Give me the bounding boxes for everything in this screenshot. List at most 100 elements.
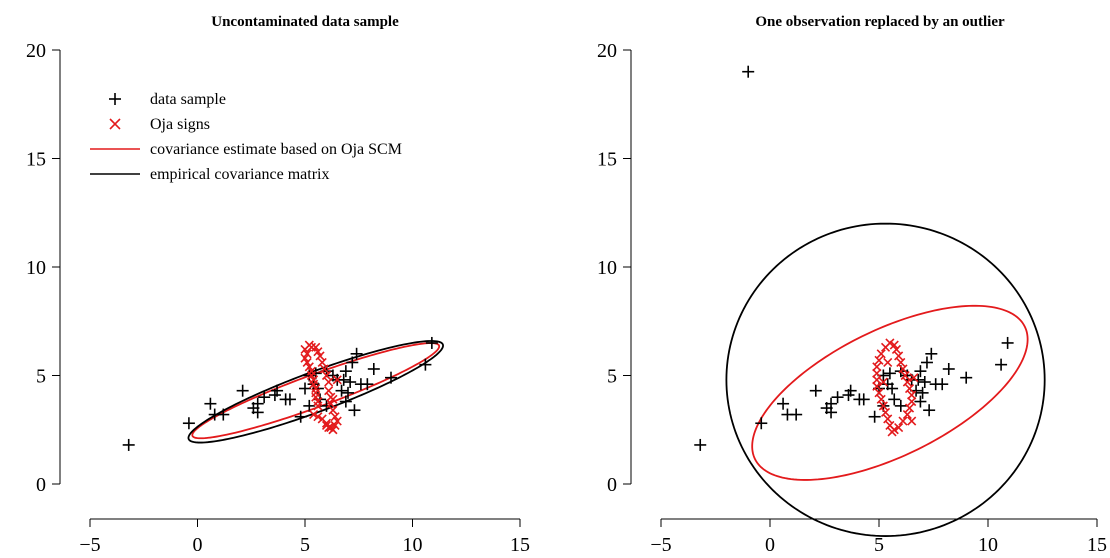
data-point <box>367 362 380 375</box>
legend-item: covariance estimate based on Oja SCM <box>90 141 402 158</box>
oja-sign-point <box>304 362 314 372</box>
oja-sign-point <box>328 394 338 404</box>
data-point <box>385 371 397 384</box>
y-tick-label: 0 <box>607 474 617 496</box>
oja-sign-point <box>321 420 332 430</box>
data-point <box>857 393 870 406</box>
oja-sign-point <box>306 370 317 381</box>
oja-sign-point <box>332 375 342 385</box>
data-point <box>868 410 881 423</box>
oja-sign-point <box>904 383 915 394</box>
x-tick-label: 5 <box>874 534 884 556</box>
data-point <box>342 386 354 399</box>
data-point <box>844 384 857 397</box>
data-point <box>809 384 822 397</box>
oja-sign-point <box>907 396 917 407</box>
x-tick-label: −5 <box>79 534 100 556</box>
data-point <box>742 65 755 78</box>
oja-sign-point <box>880 407 891 417</box>
left-ticks: −5 0 5 10 15 0 5 10 15 20 <box>26 40 530 556</box>
data-point <box>920 356 933 369</box>
data-point <box>419 358 432 371</box>
data-point <box>344 376 357 389</box>
oja-sign-point <box>872 362 882 372</box>
data-point <box>182 417 195 430</box>
oja-sign-point <box>898 364 908 374</box>
oja-sign-point <box>907 416 917 426</box>
oja-sign-point <box>309 409 319 420</box>
data-point <box>337 373 350 386</box>
legend-item: Oja signs <box>109 116 210 133</box>
x-tick-label: 15 <box>1087 534 1107 556</box>
y-tick-label: 20 <box>597 40 617 62</box>
legend-label: empirical covariance matrix <box>150 166 329 183</box>
data-point <box>942 362 955 375</box>
empirical-covariance-ellipse <box>187 340 444 444</box>
data-point <box>960 371 973 384</box>
data-point <box>271 384 284 397</box>
oja-sign-point <box>902 409 912 420</box>
oja-sign-point <box>883 357 893 368</box>
data-point <box>335 384 348 397</box>
left-ellipses <box>187 340 444 444</box>
right-points <box>694 65 1014 451</box>
data-point <box>217 408 230 421</box>
oja-sign-point <box>883 414 893 424</box>
oja-sign-point <box>876 394 886 404</box>
y-tick-label: 10 <box>597 257 617 279</box>
oja-sign-point <box>878 377 888 387</box>
right-ticks: −5 0 5 10 15 0 5 10 15 20 <box>597 40 1107 556</box>
oja-sign-point <box>319 364 329 374</box>
data-point <box>299 382 311 395</box>
oja-sign-point <box>874 355 884 365</box>
data-point <box>883 367 896 380</box>
empirical-covariance-ellipse <box>725 222 1046 537</box>
data-point <box>912 373 925 386</box>
data-point <box>236 384 249 397</box>
data-point <box>251 397 264 410</box>
data-point <box>914 395 927 408</box>
oja-sign-point <box>326 399 336 409</box>
oja-sign-point <box>315 351 325 361</box>
data-point <box>294 410 307 423</box>
oja-sign-point <box>330 412 340 422</box>
x-tick-label: 15 <box>510 534 530 556</box>
y-tick-label: 5 <box>36 366 46 388</box>
oja-sign-point <box>880 342 891 352</box>
left-points <box>122 336 438 451</box>
data-point <box>339 365 352 378</box>
data-point <box>320 399 333 412</box>
oja-sign-point <box>889 340 899 350</box>
oja-sign-point <box>872 375 882 385</box>
oja-sign-point <box>874 388 884 398</box>
oja-sign-point <box>898 416 908 426</box>
oja-sign-point <box>302 357 312 368</box>
data-point <box>886 382 899 395</box>
data-point <box>825 397 838 410</box>
oja-sign-point <box>902 377 912 387</box>
data-point <box>894 399 907 412</box>
data-point <box>346 356 359 369</box>
data-point <box>755 417 768 430</box>
x-tick-label: 10 <box>978 534 998 556</box>
data-point <box>888 393 901 406</box>
data-point <box>790 408 803 421</box>
left-panel: Uncontaminated data sample −5 0 5 10 15 0 5 10 1… <box>26 14 530 556</box>
legend-item: empirical covariance matrix <box>90 166 329 183</box>
data-point <box>936 378 949 391</box>
y-tick-label: 15 <box>597 149 617 171</box>
legend-item: data sample <box>109 91 226 108</box>
data-point <box>122 438 135 451</box>
oja-sign-point <box>900 370 910 381</box>
data-point <box>777 397 790 410</box>
y-tick-label: 0 <box>36 474 46 496</box>
data-point <box>918 376 931 389</box>
y-tick-label: 5 <box>607 366 617 388</box>
oja-sign-point <box>891 344 902 355</box>
data-point <box>348 404 361 417</box>
right-panel: One observation replaced by an outlier −… <box>597 14 1107 556</box>
oja-sign-point <box>313 412 323 422</box>
data-point <box>831 391 844 404</box>
oja-sign-point <box>896 357 906 368</box>
oja-covariance-ellipse <box>751 304 1029 481</box>
